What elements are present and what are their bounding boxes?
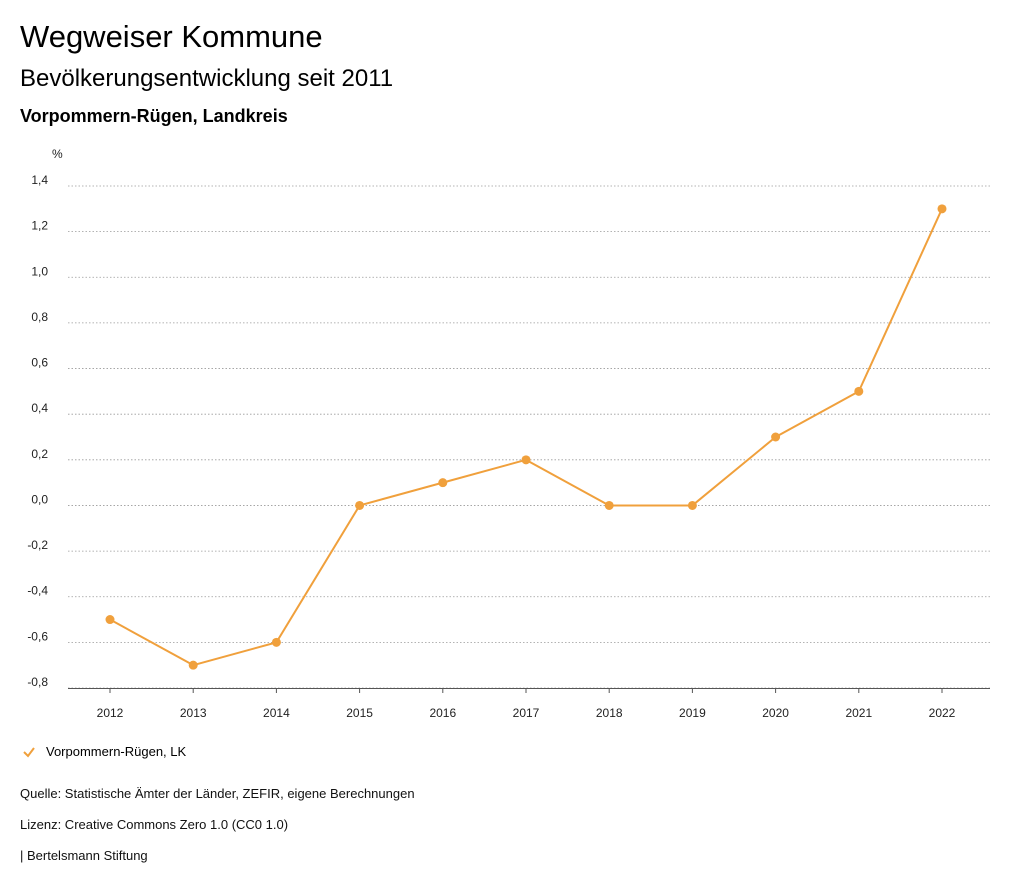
x-tick-label: 2020 bbox=[762, 706, 789, 720]
legend-label: Vorpommern-Rügen, LK bbox=[46, 744, 187, 759]
x-tick-label: 2014 bbox=[263, 706, 290, 720]
y-tick-label: -0,4 bbox=[27, 584, 48, 598]
x-tick-label: 2018 bbox=[596, 706, 623, 720]
y-axis-unit: % bbox=[52, 147, 63, 161]
x-tick-label: 2013 bbox=[180, 706, 207, 720]
y-tick-label: 0,8 bbox=[31, 310, 48, 324]
x-tick-label: 2017 bbox=[513, 706, 540, 720]
data-point bbox=[271, 637, 281, 647]
data-point bbox=[771, 432, 781, 442]
y-tick-label: -0,2 bbox=[27, 538, 48, 552]
y-tick-label: 0,0 bbox=[31, 492, 48, 506]
x-tick-label: 2012 bbox=[97, 706, 124, 720]
data-point bbox=[438, 478, 448, 488]
axes: % 1,4 1,2 1,0 0,8 0,6 0,4 0,2 0,0 -0,2 -0,4 -0,6 -0,… bbox=[27, 147, 990, 720]
line-chart: % 1,4 1,2 1,0 0,8 0,6 0,4 0,2 0,0 -0,2 -0,4 -0,6 -0,… bbox=[27, 147, 990, 720]
data-point bbox=[687, 500, 697, 510]
y-tick-label: 1,2 bbox=[31, 219, 48, 233]
license-note: Lizenz: Creative Commons Zero 1.0 (CC0 1… bbox=[20, 817, 289, 832]
checkmark-icon bbox=[23, 746, 35, 758]
data-point bbox=[854, 386, 864, 396]
y-tick-label: 0,6 bbox=[31, 356, 48, 370]
x-tick-label: 2015 bbox=[346, 706, 373, 720]
data-point bbox=[188, 660, 198, 670]
x-tick-label: 2016 bbox=[429, 706, 456, 720]
data-point bbox=[604, 500, 614, 510]
x-tick-label: 2022 bbox=[929, 706, 956, 720]
y-tick-label: 1,0 bbox=[31, 264, 48, 278]
page-title: Wegweiser Kommune bbox=[20, 19, 323, 54]
chart-subtitle: Bevölkerungsentwicklung seit 2011 bbox=[20, 65, 394, 92]
y-tick-label: 1,4 bbox=[31, 173, 48, 187]
data-series bbox=[105, 204, 947, 670]
y-tick-label: -0,8 bbox=[27, 675, 48, 689]
legend[interactable]: Vorpommern-Rügen, LK bbox=[22, 744, 186, 759]
grid-lines bbox=[68, 185, 990, 689]
data-point bbox=[521, 455, 531, 465]
data-point bbox=[105, 615, 115, 625]
x-tick-label: 2019 bbox=[679, 706, 706, 720]
region-name: Vorpommern-Rügen, Landkreis bbox=[20, 106, 288, 126]
publisher-note: | Bertelsmann Stiftung bbox=[20, 848, 148, 863]
source-note: Quelle: Statistische Ämter der Länder, Z… bbox=[20, 786, 415, 801]
y-tick-label: -0,6 bbox=[27, 629, 48, 643]
y-tick-label: 0,2 bbox=[31, 447, 48, 461]
x-tick-label: 2021 bbox=[845, 706, 872, 720]
data-point bbox=[355, 500, 365, 510]
data-point bbox=[937, 204, 947, 214]
y-tick-label: 0,4 bbox=[31, 401, 48, 415]
